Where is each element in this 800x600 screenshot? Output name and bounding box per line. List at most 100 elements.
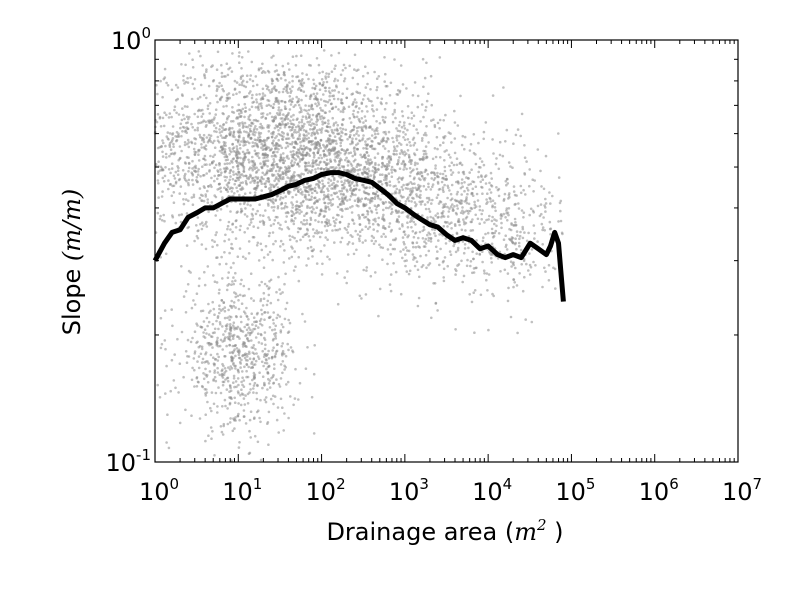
scatter-point <box>273 367 276 371</box>
scatter-point <box>504 140 507 143</box>
scatter-point <box>336 79 340 82</box>
scatter-point <box>392 140 395 144</box>
scatter-point <box>326 255 329 259</box>
scatter-point <box>251 101 254 104</box>
scatter-point <box>310 198 313 201</box>
scatter-point <box>225 155 229 159</box>
scatter-point <box>371 140 374 143</box>
scatter-point <box>204 351 208 354</box>
scatter-point <box>274 324 278 328</box>
scatter-point <box>186 76 189 80</box>
scatter-point <box>352 252 356 256</box>
scatter-point <box>393 145 396 148</box>
scatter-point <box>434 167 437 170</box>
scatter-point <box>277 132 280 136</box>
scatter-point <box>308 164 312 167</box>
scatter-point <box>315 114 319 118</box>
scatter-point <box>192 195 196 199</box>
scatter-point <box>254 348 257 351</box>
scatter-point <box>168 145 172 148</box>
scatter-point <box>482 163 486 167</box>
scatter-point <box>260 125 264 128</box>
scatter-point <box>351 180 354 184</box>
scatter-point <box>355 165 359 168</box>
scatter-point <box>172 145 175 148</box>
scatter-point <box>318 144 322 147</box>
scatter-point <box>474 162 478 166</box>
scatter-point <box>302 153 305 156</box>
scatter-point <box>312 156 316 159</box>
scatter-point <box>209 353 213 357</box>
scatter-point <box>427 141 430 144</box>
scatter-point <box>308 120 312 123</box>
scatter-point <box>295 95 299 99</box>
scatter-point <box>301 190 304 194</box>
scatter-point <box>368 137 371 140</box>
scatter-point <box>277 106 281 109</box>
scatter-point <box>417 183 420 187</box>
scatter-point <box>360 109 364 113</box>
scatter-point <box>311 86 314 90</box>
scatter-point <box>245 363 249 367</box>
scatter-point <box>219 168 222 171</box>
scatter-point <box>276 194 280 197</box>
scatter-point <box>207 185 210 188</box>
scatter-point <box>348 64 352 68</box>
scatter-point <box>490 242 494 246</box>
scatter-point <box>290 255 294 259</box>
scatter-point <box>159 125 163 128</box>
scatter-point <box>250 159 253 163</box>
scatter-point <box>218 182 222 186</box>
scatter-point <box>364 191 368 195</box>
scatter-point <box>349 206 352 209</box>
scatter-point <box>395 139 399 142</box>
scatter-point <box>402 168 406 171</box>
scatter-point <box>414 245 418 249</box>
scatter-point <box>279 329 283 332</box>
scatter-point <box>311 113 315 117</box>
scatter-point <box>529 207 533 211</box>
scatter-point <box>157 181 160 185</box>
scatter-point <box>460 178 464 181</box>
scatter-point <box>372 242 376 246</box>
scatter-point <box>446 221 449 224</box>
scatter-point <box>265 362 269 365</box>
scatter-point <box>468 293 472 296</box>
scatter-point <box>455 192 459 196</box>
scatter-point <box>374 220 377 223</box>
scatter-point <box>355 104 358 108</box>
scatter-point <box>278 227 281 230</box>
scatter-point <box>236 414 240 418</box>
scatter-point <box>183 105 187 108</box>
scatter-point <box>305 190 309 193</box>
scatter-point <box>307 136 311 140</box>
scatter-point <box>362 134 365 137</box>
scatter-point <box>446 215 450 218</box>
scatter-point <box>186 226 189 230</box>
scatter-point <box>248 141 251 145</box>
scatter-point <box>214 379 218 383</box>
scatter-point <box>249 218 253 221</box>
scatter-point <box>272 222 276 226</box>
scatter-point <box>227 115 231 118</box>
scatter-point <box>472 257 475 261</box>
scatter-point <box>218 321 222 324</box>
scatter-point <box>536 204 540 208</box>
scatter-point <box>395 191 398 195</box>
scatter-point <box>329 160 332 163</box>
scatter-point <box>184 350 188 353</box>
scatter-point <box>339 141 343 145</box>
scatter-point <box>301 312 304 316</box>
scatter-point <box>488 214 491 218</box>
scatter-point <box>237 55 241 58</box>
scatter-point <box>267 443 270 447</box>
scatter-point <box>370 211 374 214</box>
scatter-point <box>460 201 463 205</box>
scatter-point <box>409 144 412 147</box>
scatter-point <box>232 374 236 378</box>
scatter-point <box>337 214 340 217</box>
scatter-point <box>162 180 166 183</box>
scatter-point <box>462 220 466 224</box>
scatter-point <box>265 303 269 307</box>
